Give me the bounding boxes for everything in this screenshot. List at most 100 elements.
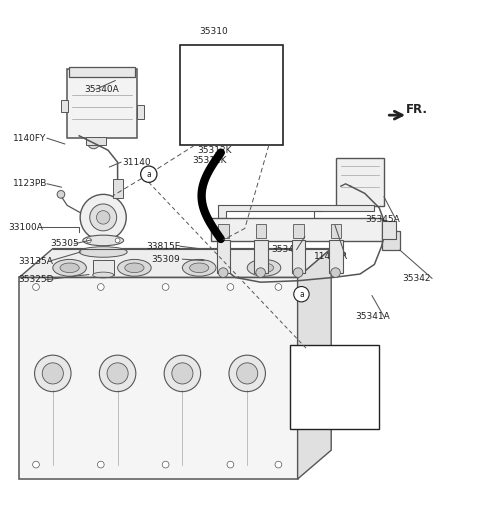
- Circle shape: [229, 355, 265, 392]
- Bar: [314, 416, 319, 421]
- Polygon shape: [218, 205, 374, 218]
- Circle shape: [275, 461, 282, 468]
- Circle shape: [96, 211, 110, 224]
- Text: a: a: [299, 290, 304, 299]
- Bar: [69, 67, 135, 77]
- Bar: [86, 137, 106, 145]
- Text: 35342: 35342: [402, 274, 431, 283]
- Text: 33815E: 33815E: [146, 242, 181, 251]
- Bar: [218, 224, 229, 238]
- Bar: [137, 105, 144, 119]
- Circle shape: [237, 363, 258, 384]
- Circle shape: [293, 268, 303, 277]
- Polygon shape: [298, 249, 331, 479]
- Circle shape: [86, 238, 91, 243]
- Ellipse shape: [83, 235, 124, 246]
- Circle shape: [80, 195, 126, 240]
- Circle shape: [141, 166, 157, 183]
- Bar: [293, 224, 304, 238]
- Ellipse shape: [53, 259, 86, 276]
- Circle shape: [99, 355, 136, 392]
- Circle shape: [97, 284, 104, 290]
- Circle shape: [218, 268, 228, 277]
- Circle shape: [194, 93, 204, 102]
- Bar: [382, 231, 400, 250]
- Bar: [346, 205, 372, 210]
- Bar: [113, 179, 123, 198]
- Circle shape: [275, 284, 282, 290]
- Ellipse shape: [190, 263, 209, 272]
- Bar: [305, 386, 329, 417]
- Bar: [256, 224, 266, 238]
- Circle shape: [227, 461, 234, 468]
- Bar: [211, 218, 382, 241]
- Text: 35312K: 35312K: [197, 146, 231, 155]
- Circle shape: [35, 355, 71, 392]
- Polygon shape: [19, 249, 331, 277]
- Circle shape: [57, 190, 65, 198]
- Circle shape: [217, 65, 229, 77]
- Circle shape: [97, 461, 104, 468]
- Bar: [307, 416, 312, 421]
- Text: 35310: 35310: [199, 27, 228, 36]
- Bar: [180, 45, 283, 145]
- Bar: [199, 90, 257, 105]
- Circle shape: [162, 284, 169, 290]
- Text: 31337F: 31337F: [314, 370, 348, 379]
- Bar: [217, 240, 230, 272]
- Bar: [254, 240, 268, 272]
- Circle shape: [107, 363, 128, 384]
- Ellipse shape: [182, 259, 216, 276]
- Circle shape: [234, 65, 246, 77]
- Text: 35325D: 35325D: [18, 275, 54, 284]
- Circle shape: [256, 268, 265, 277]
- Circle shape: [115, 238, 120, 243]
- Text: a: a: [146, 170, 151, 179]
- Text: 35305: 35305: [50, 239, 79, 248]
- Bar: [199, 64, 221, 90]
- Bar: [93, 260, 114, 275]
- Circle shape: [42, 363, 63, 384]
- Circle shape: [227, 284, 234, 290]
- Ellipse shape: [125, 263, 144, 272]
- Ellipse shape: [254, 263, 274, 272]
- Text: 35309: 35309: [151, 255, 180, 264]
- Circle shape: [33, 461, 39, 468]
- Circle shape: [90, 204, 117, 231]
- Text: 1140FY: 1140FY: [13, 134, 47, 143]
- Bar: [336, 158, 384, 206]
- Bar: [322, 416, 326, 421]
- Ellipse shape: [60, 263, 79, 272]
- Bar: [61, 100, 68, 112]
- Text: 31140: 31140: [122, 158, 151, 167]
- Text: 35341A: 35341A: [355, 312, 390, 321]
- Text: 33135A: 33135A: [18, 257, 53, 266]
- Bar: [382, 221, 396, 239]
- Text: 35340A: 35340A: [84, 85, 119, 94]
- Bar: [19, 277, 298, 479]
- Circle shape: [331, 268, 340, 277]
- Circle shape: [88, 137, 99, 149]
- Text: 33100A: 33100A: [9, 222, 44, 231]
- Text: 1123PB: 1123PB: [13, 179, 48, 188]
- Text: 35345A: 35345A: [365, 215, 399, 224]
- Bar: [67, 68, 137, 138]
- Bar: [292, 240, 305, 272]
- Circle shape: [33, 284, 39, 290]
- Circle shape: [162, 461, 169, 468]
- Circle shape: [164, 355, 201, 392]
- Text: FR.: FR.: [406, 103, 428, 116]
- Text: 35312K: 35312K: [192, 156, 227, 165]
- Ellipse shape: [118, 259, 151, 276]
- Ellipse shape: [79, 247, 127, 257]
- Bar: [329, 240, 343, 272]
- Circle shape: [172, 363, 193, 384]
- Ellipse shape: [247, 259, 281, 276]
- Bar: [331, 224, 341, 238]
- Text: 1140FR: 1140FR: [314, 252, 348, 261]
- Text: 35340C: 35340C: [271, 245, 306, 254]
- Bar: [290, 345, 379, 429]
- Text: 35310: 35310: [211, 45, 240, 54]
- Circle shape: [294, 287, 309, 302]
- Ellipse shape: [93, 272, 114, 278]
